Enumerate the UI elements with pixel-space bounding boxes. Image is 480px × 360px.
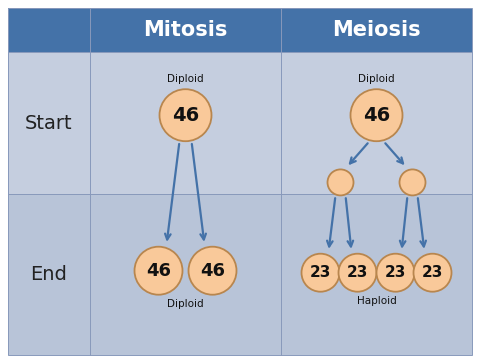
Circle shape	[189, 247, 237, 295]
Bar	[8, 52, 472, 194]
Circle shape	[376, 254, 415, 292]
Text: Meiosis: Meiosis	[332, 20, 421, 40]
Text: Start: Start	[25, 114, 73, 133]
Text: 23: 23	[347, 265, 368, 280]
Circle shape	[399, 170, 425, 195]
Text: End: End	[31, 265, 67, 284]
Text: 46: 46	[363, 106, 390, 125]
Bar	[8, 8, 472, 52]
Circle shape	[327, 170, 353, 195]
Text: Diploid: Diploid	[358, 74, 395, 84]
Circle shape	[301, 254, 339, 292]
Circle shape	[134, 247, 182, 295]
Text: Haploid: Haploid	[357, 296, 396, 306]
Circle shape	[159, 89, 212, 141]
Text: 23: 23	[385, 265, 406, 280]
Bar	[8, 194, 472, 355]
Circle shape	[350, 89, 403, 141]
Text: 23: 23	[422, 265, 443, 280]
Text: 46: 46	[172, 106, 199, 125]
Text: Diploid: Diploid	[167, 299, 204, 309]
Circle shape	[338, 254, 376, 292]
Circle shape	[413, 254, 452, 292]
Text: Diploid: Diploid	[167, 74, 204, 84]
Text: 46: 46	[146, 262, 171, 280]
Text: 23: 23	[310, 265, 331, 280]
Text: Mitosis: Mitosis	[144, 20, 228, 40]
Text: 46: 46	[200, 262, 225, 280]
